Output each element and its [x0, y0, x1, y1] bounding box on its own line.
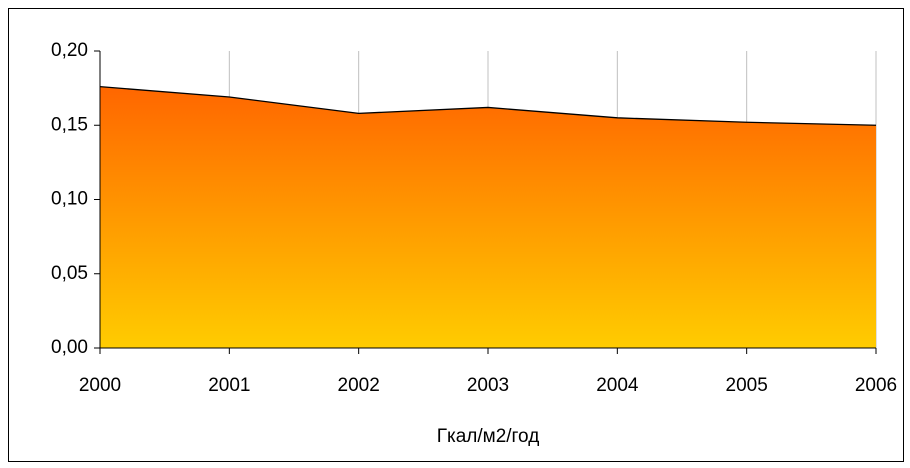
y-tick-label: 0,10: [51, 189, 88, 210]
x-axis-label: Гкал/м2/год: [437, 426, 540, 447]
x-tick-label: 2000: [79, 375, 121, 396]
y-tick-label: 0,00: [51, 337, 88, 358]
area-line: [99, 85, 877, 126]
x-tick-label: 2001: [208, 375, 250, 396]
y-tick-label: 0,05: [51, 263, 88, 284]
x-tick-label: 2002: [338, 375, 380, 396]
x-tick-label: 2004: [596, 375, 639, 396]
x-tick-label: 2003: [467, 375, 509, 396]
x-tick-label: 2005: [726, 375, 768, 396]
y-tick-label: 0,20: [51, 40, 88, 61]
y-tick-label: 0,15: [51, 114, 88, 135]
x-tick-label: 2006: [855, 375, 897, 396]
area-overlay: [100, 86, 876, 348]
